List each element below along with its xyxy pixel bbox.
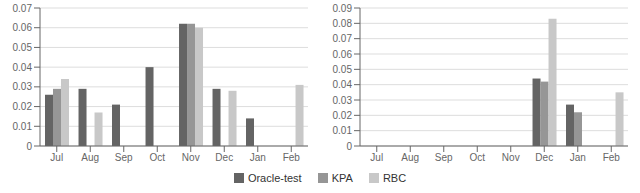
svg-text:0.09: 0.09 xyxy=(333,3,353,14)
svg-text:0.03: 0.03 xyxy=(13,81,33,92)
svg-text:Jan: Jan xyxy=(250,152,266,163)
svg-text:0.08: 0.08 xyxy=(333,18,353,29)
svg-text:Nov: Nov xyxy=(182,152,200,163)
html-text:RBC: RBC xyxy=(382,172,407,184)
svg-text:Oct: Oct xyxy=(469,152,485,163)
svg-text:Feb: Feb xyxy=(283,152,301,163)
svg-text:Feb: Feb xyxy=(603,152,621,163)
svg-text:Nov: Nov xyxy=(502,152,520,163)
svg-text:Jul: Jul xyxy=(370,152,383,163)
svg-text:0.01: 0.01 xyxy=(333,125,353,136)
svg-text:0.01: 0.01 xyxy=(13,121,33,132)
svg-text:Oct: Oct xyxy=(149,152,165,163)
svg-text:Sep: Sep xyxy=(435,152,453,163)
svg-text:0: 0 xyxy=(26,141,32,152)
svg-text:0.03: 0.03 xyxy=(333,95,353,106)
svg-text:Sep: Sep xyxy=(115,152,133,163)
svg-text:0.07: 0.07 xyxy=(333,33,353,44)
svg-text:0: 0 xyxy=(346,141,352,152)
svg-text:Jan: Jan xyxy=(570,152,586,163)
svg-text:0.05: 0.05 xyxy=(13,42,33,53)
svg-text:0.06: 0.06 xyxy=(333,49,353,60)
svg-text:0.05: 0.05 xyxy=(333,64,353,75)
svg-text:0.04: 0.04 xyxy=(333,79,353,90)
svg-text:0.02: 0.02 xyxy=(333,110,353,121)
svg-text:0.06: 0.06 xyxy=(13,22,33,33)
svg-text:Aug: Aug xyxy=(81,152,99,163)
svg-text:Jul: Jul xyxy=(50,152,63,163)
svg-text:0.02: 0.02 xyxy=(13,101,33,112)
html-text:KPA: KPA xyxy=(331,172,353,184)
svg-text:Dec: Dec xyxy=(215,152,233,163)
html-text:Oracle-test: Oracle-test xyxy=(247,172,302,184)
svg-text:0.07: 0.07 xyxy=(13,3,33,14)
svg-text:0.04: 0.04 xyxy=(13,62,33,73)
svg-text:Dec: Dec xyxy=(535,152,553,163)
svg-text:Aug: Aug xyxy=(401,152,419,163)
